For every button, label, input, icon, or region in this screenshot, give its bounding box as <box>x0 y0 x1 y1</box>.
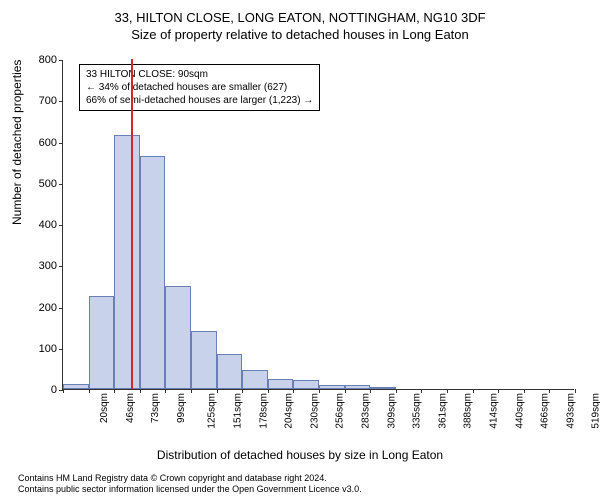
footer-line2: Contains public sector information licen… <box>18 484 362 496</box>
footer-text: Contains HM Land Registry data © Crown c… <box>18 473 362 496</box>
x-tick-mark <box>63 389 64 393</box>
x-tick-mark <box>165 389 166 393</box>
histogram-bar <box>165 286 191 389</box>
y-tick-mark <box>59 349 63 350</box>
x-tick-label: 204sqm <box>282 393 295 429</box>
x-tick-label: 335sqm <box>410 393 423 429</box>
x-tick-mark <box>447 389 448 393</box>
x-tick-label: 73sqm <box>148 393 161 423</box>
histogram-bar <box>191 331 217 389</box>
chart-container: 33, HILTON CLOSE, LONG EATON, NOTTINGHAM… <box>0 0 600 500</box>
property-marker-line <box>131 59 133 389</box>
x-tick-mark <box>268 389 269 393</box>
x-tick-mark <box>498 389 499 393</box>
x-tick-mark <box>421 389 422 393</box>
y-tick-mark <box>59 308 63 309</box>
y-tick-mark <box>59 101 63 102</box>
chart-plot-area: 33 HILTON CLOSE: 90sqm ← 34% of detached… <box>62 60 574 390</box>
x-tick-label: 125sqm <box>205 393 218 429</box>
annotation-line2: ← 34% of detached houses are smaller (62… <box>86 81 313 94</box>
x-tick-label: 466sqm <box>538 393 551 429</box>
x-tick-mark <box>242 389 243 393</box>
x-tick-label: 388sqm <box>461 393 474 429</box>
y-tick-mark <box>59 184 63 185</box>
x-tick-label: 493sqm <box>563 393 576 429</box>
footer-line1: Contains HM Land Registry data © Crown c… <box>18 473 362 485</box>
x-tick-mark <box>345 389 346 393</box>
x-tick-label: 20sqm <box>97 393 110 423</box>
x-tick-label: 151sqm <box>231 393 244 429</box>
annotation-line1: 33 HILTON CLOSE: 90sqm <box>86 68 313 81</box>
x-tick-mark <box>575 389 576 393</box>
histogram-bar <box>217 354 243 389</box>
x-tick-label: 309sqm <box>384 393 397 429</box>
title-main: 33, HILTON CLOSE, LONG EATON, NOTTINGHAM… <box>0 0 600 25</box>
x-tick-mark <box>89 389 90 393</box>
x-tick-label: 519sqm <box>589 393 600 429</box>
x-tick-mark <box>370 389 371 393</box>
x-tick-label: 99sqm <box>174 393 187 423</box>
histogram-bar <box>370 387 396 389</box>
x-tick-label: 230sqm <box>307 393 320 429</box>
x-tick-label: 283sqm <box>359 393 372 429</box>
x-tick-label: 361sqm <box>435 393 448 429</box>
x-tick-mark <box>473 389 474 393</box>
histogram-bar <box>268 379 294 389</box>
x-tick-label: 256sqm <box>333 393 346 429</box>
x-tick-mark <box>191 389 192 393</box>
x-tick-mark <box>319 389 320 393</box>
histogram-bar <box>140 156 166 389</box>
x-tick-mark <box>217 389 218 393</box>
x-tick-mark <box>293 389 294 393</box>
annotation-box: 33 HILTON CLOSE: 90sqm ← 34% of detached… <box>79 64 320 111</box>
x-tick-mark <box>396 389 397 393</box>
y-tick-mark <box>59 143 63 144</box>
histogram-bar <box>89 296 115 389</box>
x-tick-label: 414sqm <box>487 393 500 429</box>
histogram-bar <box>63 384 89 389</box>
x-tick-label: 440sqm <box>512 393 525 429</box>
x-tick-mark <box>524 389 525 393</box>
title-sub: Size of property relative to detached ho… <box>0 25 600 42</box>
y-tick-mark <box>59 266 63 267</box>
y-tick-mark <box>59 225 63 226</box>
x-tick-mark <box>140 389 141 393</box>
annotation-line3: 66% of semi-detached houses are larger (… <box>86 94 313 107</box>
y-tick-mark <box>59 60 63 61</box>
x-tick-label: 46sqm <box>123 393 136 423</box>
histogram-bar <box>242 370 268 389</box>
x-tick-label: 178sqm <box>256 393 269 429</box>
histogram-bar <box>293 380 319 389</box>
y-axis-label: Number of detached properties <box>10 60 24 225</box>
histogram-bar <box>319 385 345 389</box>
x-axis-label: Distribution of detached houses by size … <box>0 448 600 462</box>
x-tick-mark <box>549 389 550 393</box>
histogram-bar <box>345 385 371 389</box>
histogram-bar <box>114 135 140 389</box>
x-tick-mark <box>114 389 115 393</box>
